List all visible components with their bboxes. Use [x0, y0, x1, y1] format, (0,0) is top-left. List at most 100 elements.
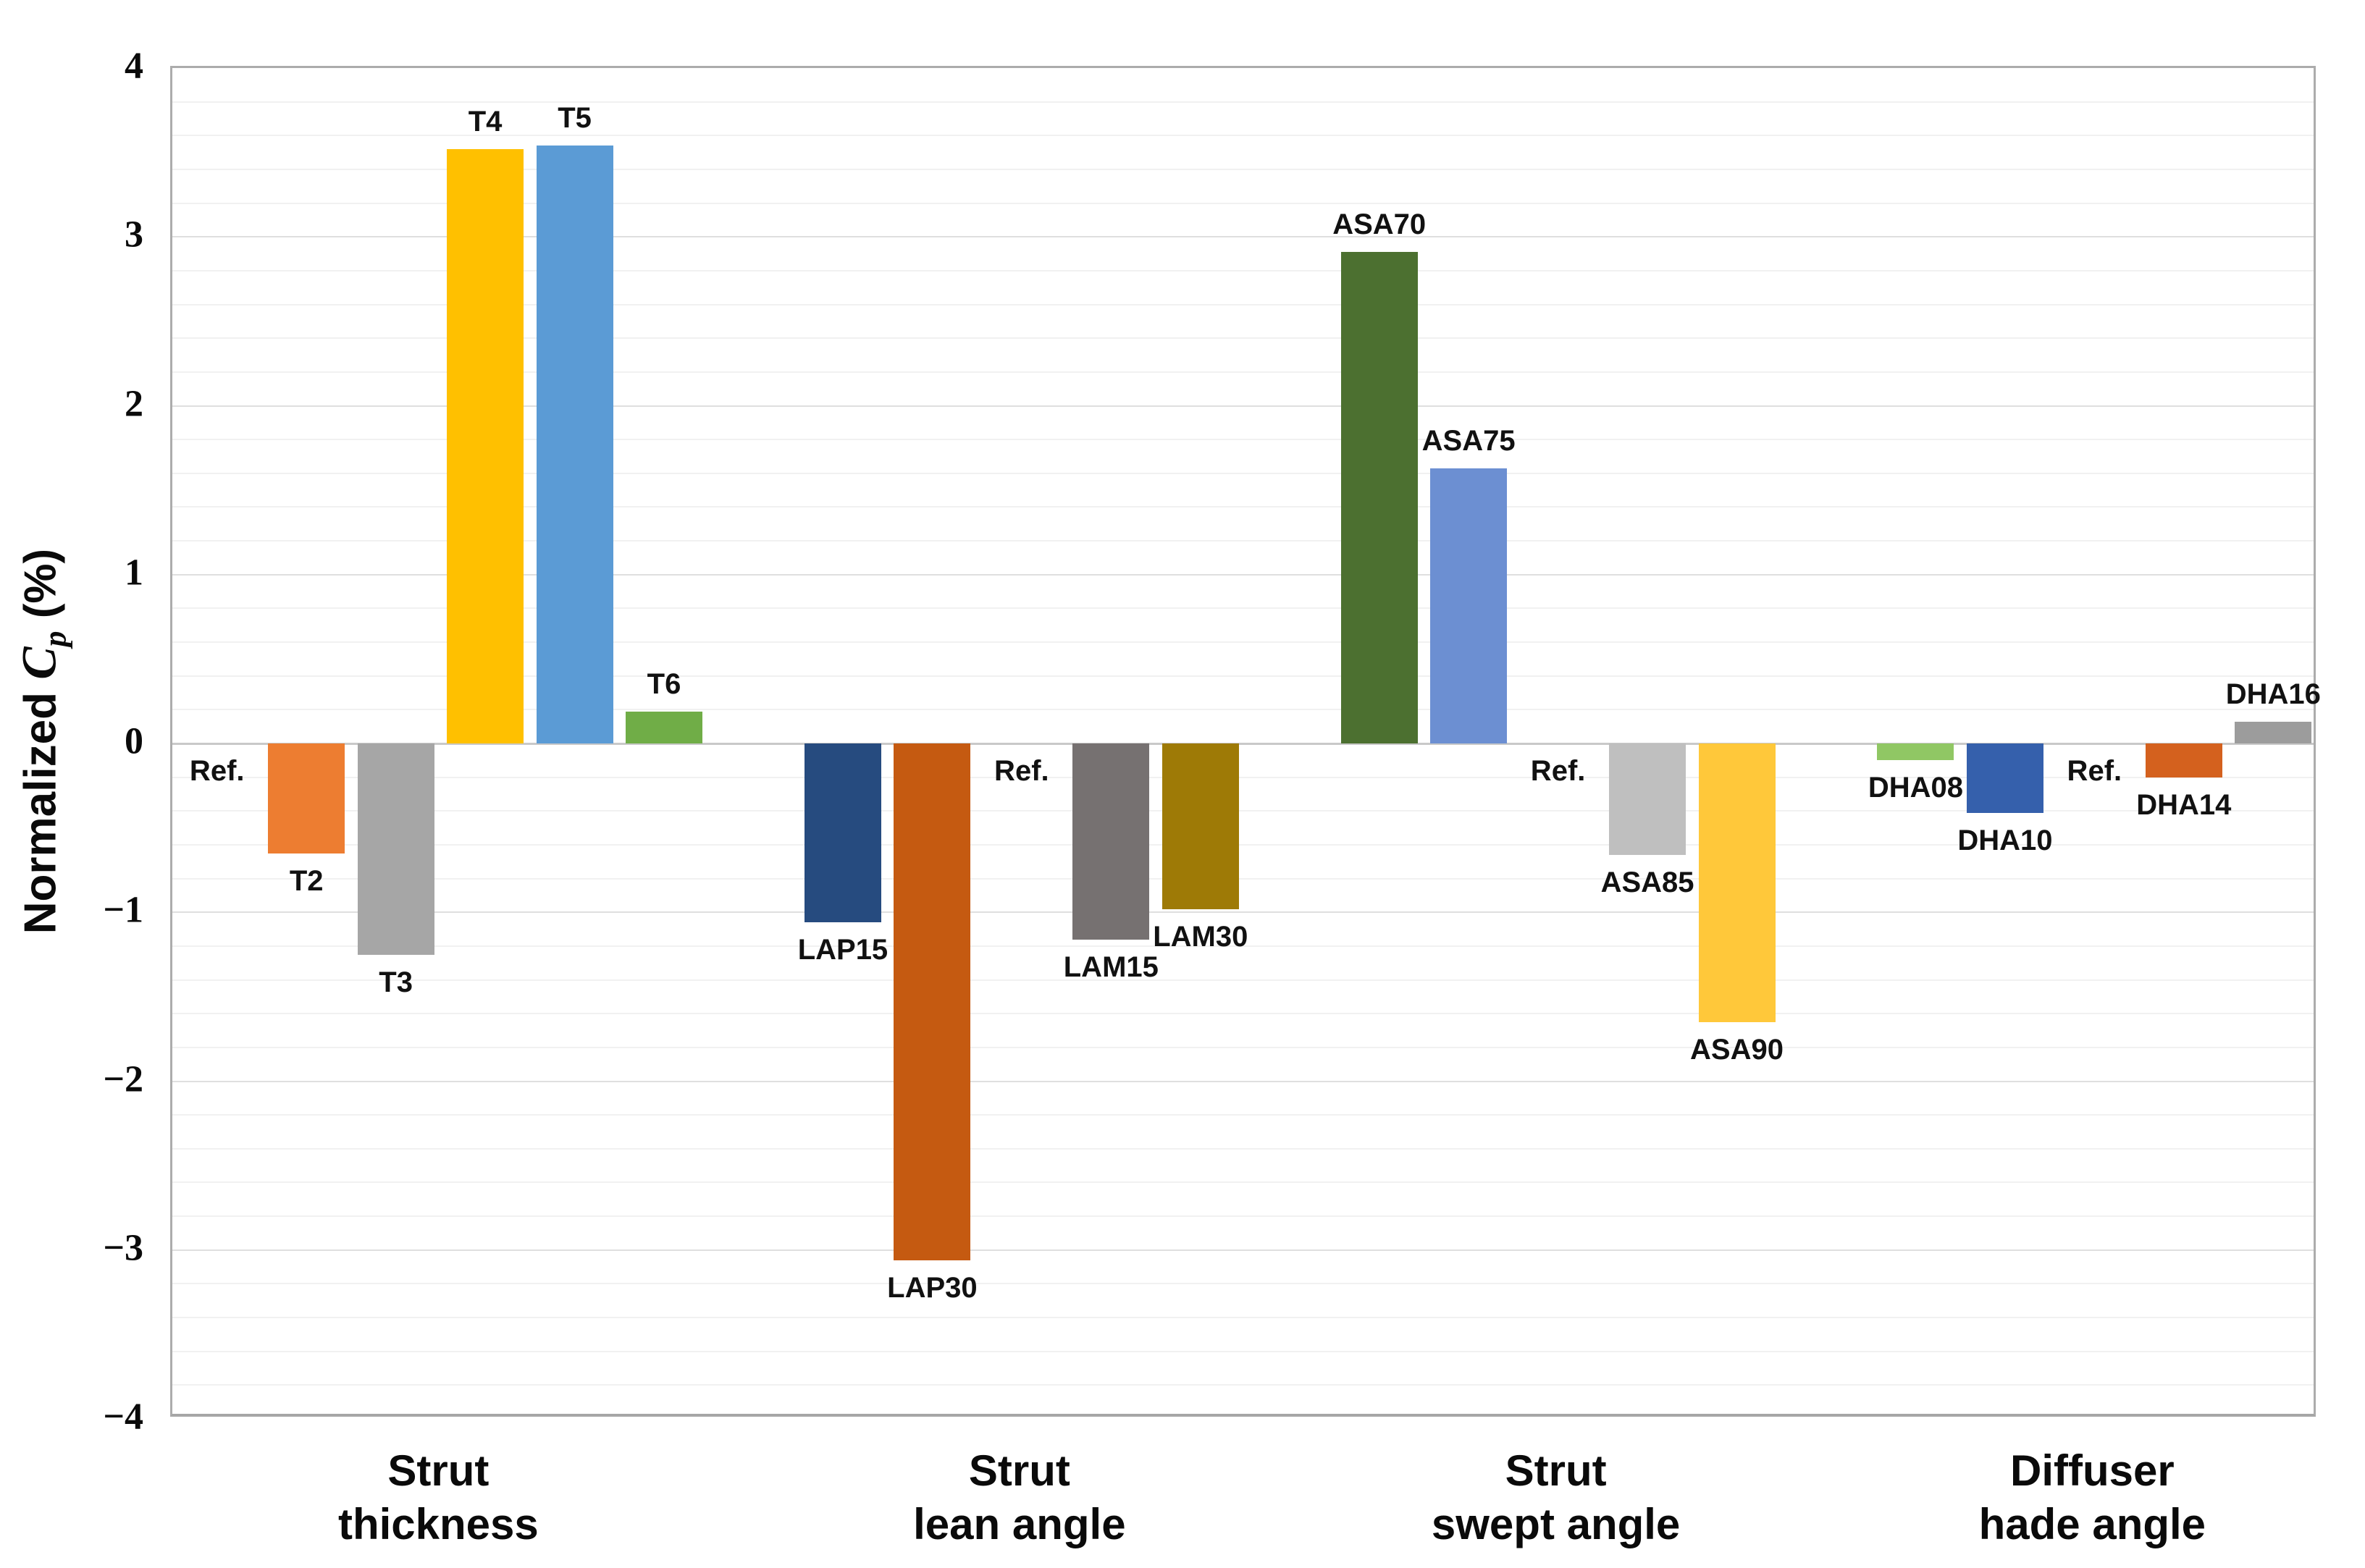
- bar-ASA75: [1430, 468, 1508, 743]
- bar-label-T6: T6: [647, 667, 681, 700]
- y-axis-title-symbol: C: [11, 646, 67, 680]
- y-tick-2: 2: [125, 383, 143, 424]
- bar-label-LAP30: LAP30: [887, 1271, 978, 1304]
- gridline-minor: [172, 135, 2314, 137]
- gridline-minor: [172, 202, 2314, 204]
- bar-T2: [268, 743, 345, 853]
- bar-label-DHA16: DHA16: [2225, 678, 2321, 710]
- bar-ASA70: [1340, 252, 1418, 743]
- gridline-minor: [172, 1283, 2314, 1285]
- bar-ASA90: [1698, 743, 1776, 1022]
- gridline-major: [172, 1249, 2314, 1251]
- bar-label-T3: T3: [379, 966, 413, 998]
- group-label-line: hade angle: [1978, 1500, 2206, 1548]
- gridline-minor: [172, 540, 2314, 542]
- bar-label-T2: T2: [289, 864, 324, 897]
- y-tick-4: 4: [125, 45, 143, 87]
- group-label-1: Strut thickness: [338, 1444, 539, 1551]
- bar-LAM30: [1162, 743, 1239, 909]
- y-tick-0: 0: [125, 720, 143, 762]
- group-label-3: Strut swept angle: [1432, 1444, 1680, 1551]
- gridline-minor: [172, 607, 2314, 610]
- y-axis-title-subscript: p: [37, 631, 73, 647]
- ref-label: Ref.: [2067, 755, 2122, 787]
- gridline-minor: [172, 439, 2314, 441]
- bar-label-LAM30: LAM30: [1153, 920, 1248, 953]
- gridline-minor: [172, 506, 2314, 508]
- group-label-4: Diffuser hade angle: [1979, 1444, 2206, 1551]
- gridline-minor: [172, 776, 2314, 778]
- bar-label-T5: T5: [558, 102, 592, 135]
- gridline-minor: [172, 303, 2314, 305]
- bar-DHA14: [2145, 743, 2222, 777]
- gridline-minor: [172, 371, 2314, 373]
- gridline-minor: [172, 1046, 2314, 1048]
- ref-label: Ref.: [994, 755, 1049, 787]
- gridline-minor: [172, 1013, 2314, 1015]
- gridline-minor: [172, 1317, 2314, 1319]
- gridline-minor: [172, 641, 2314, 644]
- group-label-line: Strut: [1505, 1446, 1607, 1495]
- group-label-line: Diffuser: [2009, 1446, 2175, 1495]
- bar-label-DHA14: DHA14: [2136, 788, 2232, 821]
- gridline-major: [172, 236, 2314, 238]
- group-label-line: lean angle: [913, 1500, 1126, 1548]
- bar-T3: [357, 743, 434, 955]
- gridline-minor: [172, 168, 2314, 170]
- gridline-minor: [172, 101, 2314, 103]
- bar-LAM15: [1072, 743, 1150, 940]
- y-tick--4: −4: [103, 1396, 143, 1438]
- plot-area: Ref. T2 T3 T4 T5 T6 LAP15 LAP30 Ref. LAM15 LAM30 AS…: [170, 66, 2321, 1417]
- gridline-minor: [172, 709, 2314, 711]
- group-label-line: swept angle: [1431, 1500, 1681, 1548]
- gridline-major: [172, 911, 2314, 914]
- ref-label: Ref.: [189, 755, 245, 787]
- gridline-minor: [172, 810, 2314, 812]
- bar-DHA16: [2235, 721, 2312, 743]
- y-tick-1: 1: [125, 552, 143, 594]
- bar-LAP30: [894, 743, 971, 1260]
- gridline-minor: [172, 1114, 2314, 1116]
- gridline-minor: [172, 877, 2314, 880]
- gridline-minor: [172, 337, 2314, 340]
- gridline-minor: [172, 1384, 2314, 1386]
- bar-T4: [447, 148, 524, 743]
- bar-LAP15: [804, 743, 881, 923]
- bar-DHA10: [1966, 743, 2043, 813]
- bar-label-ASA85: ASA85: [1600, 866, 1694, 898]
- gridline-minor: [172, 269, 2314, 271]
- gridline-major: [172, 1080, 2314, 1082]
- group-label-line: Strut: [968, 1446, 1070, 1495]
- bar-T6: [626, 711, 703, 743]
- ref-label: Ref.: [1530, 755, 1586, 787]
- gridline-minor: [172, 675, 2314, 677]
- gridline-minor: [172, 472, 2314, 474]
- bar-label-T4: T4: [468, 105, 503, 138]
- gridline-major: [172, 405, 2314, 407]
- bar-label-DHA08: DHA08: [1868, 772, 1964, 804]
- bar-ASA85: [1609, 743, 1686, 855]
- bar-label-LAM15: LAM15: [1063, 951, 1159, 983]
- bar-label-DHA10: DHA10: [1957, 824, 2053, 856]
- y-tick--2: −2: [103, 1058, 143, 1100]
- gridline-minor: [172, 843, 2314, 846]
- gridline-minor: [172, 1181, 2314, 1184]
- bar-label-ASA90: ASA90: [1690, 1033, 1784, 1066]
- y-tick--1: −1: [103, 889, 143, 931]
- bar-T5: [536, 146, 613, 743]
- bar-label-ASA75: ASA75: [1421, 424, 1516, 457]
- group-label-2: Strut lean angle: [913, 1444, 1125, 1551]
- bar-DHA08: [1877, 743, 1954, 761]
- y-tick--3: −3: [103, 1227, 143, 1269]
- bar-label-LAP15: LAP15: [797, 934, 889, 966]
- zero-axis-line: [172, 743, 2314, 745]
- bar-label-ASA70: ASA70: [1332, 208, 1427, 241]
- gridline-minor: [172, 945, 2314, 947]
- gridline-minor: [172, 979, 2314, 981]
- y-tick-3: 3: [125, 214, 143, 256]
- gridline-minor: [172, 1215, 2314, 1218]
- group-label-line: Strut: [387, 1446, 490, 1495]
- group-label-line: thickness: [337, 1500, 539, 1548]
- gridline-minor: [172, 1350, 2314, 1352]
